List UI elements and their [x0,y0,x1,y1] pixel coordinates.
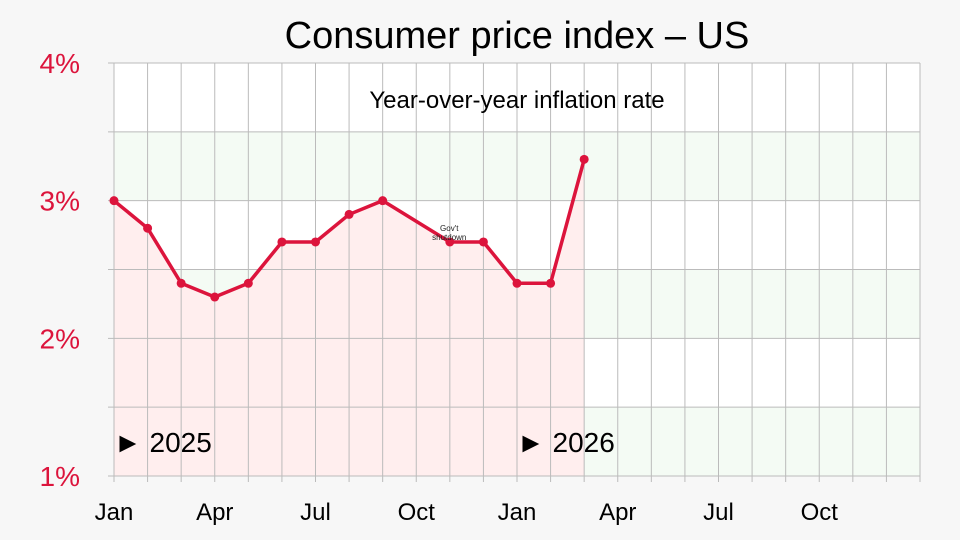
data-point [378,196,388,206]
y-axis-ticks: 1% 2% 3% 4% [40,48,80,492]
data-point [109,196,119,206]
annotation-text: Gov't [440,224,459,233]
y-tick-label: 1% [40,461,80,492]
x-tick-label: Jan [95,499,134,526]
y-tick-label: 4% [40,48,80,79]
x-axis-ticks: Jan Apr Jul Oct Jan Apr Jul Oct [95,499,839,526]
x-tick-label: Jul [300,499,331,526]
x-tick-label: Oct [398,499,436,526]
data-point [445,237,455,247]
year-label: ► 2026 [517,427,615,458]
y-tick-label: 3% [40,186,80,217]
data-point [277,237,287,247]
chart-title: Consumer price index – US [285,15,750,57]
data-points [109,154,589,302]
x-tick-label: Apr [599,499,636,526]
inflation-line [112,158,586,299]
data-point [243,278,253,288]
data-point [512,278,522,288]
data-point [478,237,488,247]
x-tick-label: Apr [196,499,233,526]
data-point [344,209,354,219]
chart-subtitle: Year-over-year inflation rate [369,87,664,114]
year-label: ► 2025 [114,427,212,458]
data-point [311,237,320,247]
data-point [176,278,186,288]
x-tick-label: Oct [801,499,839,526]
grid-lines [108,62,921,482]
x-tick-label: Jan [498,499,537,526]
data-point [210,292,220,302]
year-labels: ► 2025 ► 2026 [114,427,615,458]
data-point [579,154,589,164]
x-tick-label: Jul [703,499,734,526]
data-point [143,223,153,233]
annotation-text: shutdown [432,233,466,242]
y-tick-label: 2% [40,323,80,354]
data-point [546,278,556,288]
